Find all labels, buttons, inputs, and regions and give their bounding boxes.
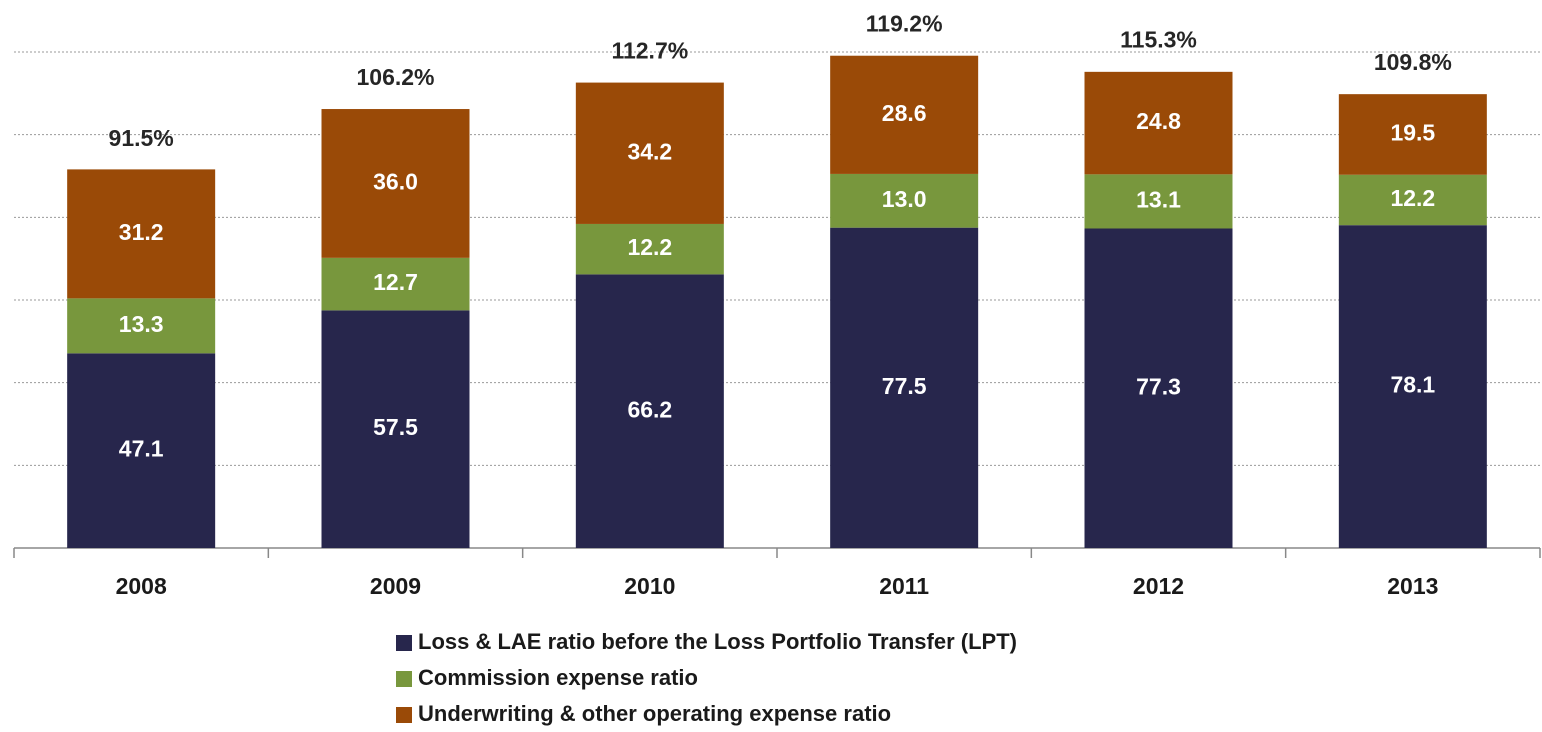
bar-segment: [1338, 174, 1487, 226]
bar-segment: [1084, 228, 1233, 548]
total-label: 119.2%: [866, 10, 943, 36]
bar-segment: [830, 173, 979, 228]
bar-segment: [575, 82, 724, 224]
bar-segment: [830, 227, 979, 548]
total-label: 112.7%: [611, 37, 688, 63]
segment-label: 13.0: [882, 186, 927, 212]
bar-segment: [1338, 225, 1487, 549]
total-label: 91.5%: [109, 125, 174, 151]
total-label: 109.8%: [1374, 49, 1452, 75]
segment-label: 13.3: [119, 311, 164, 337]
segment-label: 31.2: [119, 219, 164, 245]
bar-segment: [67, 298, 216, 354]
bar-segment: [67, 169, 216, 299]
bar-segment: [1084, 71, 1233, 175]
segment-label: 47.1: [119, 436, 164, 462]
segment-label: 28.6: [882, 100, 927, 126]
bar-segment: [1338, 94, 1487, 175]
segment-label: 34.2: [627, 138, 672, 164]
x-tick-label: 2013: [1387, 573, 1438, 599]
segment-label: 12.2: [627, 234, 672, 260]
segment-label: 77.5: [882, 373, 927, 399]
segment-label: 78.1: [1390, 372, 1435, 398]
legend-swatch: [396, 707, 412, 723]
segment-label: 13.1: [1136, 186, 1181, 212]
bar-segment: [321, 257, 470, 311]
x-tick-label: 2010: [624, 573, 675, 599]
segment-label: 19.5: [1390, 120, 1435, 146]
legend-swatch: [396, 635, 412, 651]
x-tick-label: 2008: [116, 573, 167, 599]
legend-label: Underwriting & other operating expense r…: [418, 701, 891, 726]
x-tick-label: 2012: [1133, 573, 1184, 599]
bar-segment: [321, 310, 470, 548]
bar-segment: [830, 55, 979, 174]
legend-label: Commission expense ratio: [418, 665, 698, 690]
segment-label: 12.7: [373, 269, 418, 295]
total-label: 106.2%: [356, 64, 434, 90]
segment-label: 24.8: [1136, 108, 1181, 134]
bar-segment: [575, 274, 724, 548]
x-tick-label: 2011: [879, 573, 929, 599]
segment-label: 36.0: [373, 169, 418, 195]
legend-label: Loss & LAE ratio before the Loss Portfol…: [418, 629, 1017, 654]
x-tick-label: 2009: [370, 573, 421, 599]
bar-segment: [67, 353, 216, 548]
segment-label: 66.2: [627, 396, 672, 422]
segment-label: 77.3: [1136, 373, 1181, 399]
total-label: 115.3%: [1120, 27, 1197, 53]
segment-label: 57.5: [373, 414, 418, 440]
bar-segment: [1084, 174, 1233, 229]
bar-segment: [575, 223, 724, 275]
legend-swatch: [396, 671, 412, 687]
bar-segment: [321, 109, 470, 258]
segment-label: 12.2: [1390, 185, 1435, 211]
